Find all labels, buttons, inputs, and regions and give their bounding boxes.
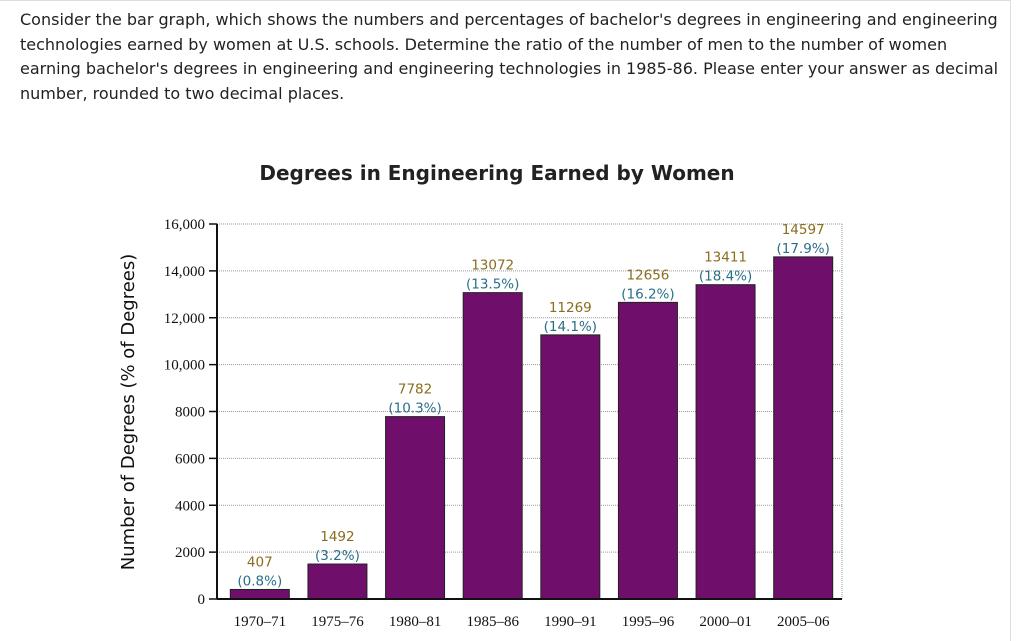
bar-1995–96 <box>617 301 678 600</box>
y-tick-label: 6000 <box>175 451 205 467</box>
question-text: Consider the bar graph, which shows the … <box>20 10 999 103</box>
data-label-value: 14597 <box>782 222 825 238</box>
bar-1980–81 <box>385 416 446 600</box>
data-label-value: 13411 <box>704 250 747 266</box>
x-tick-label: 1970–71 <box>234 614 287 630</box>
x-tick-label: 1990–91 <box>544 614 597 630</box>
data-label-percent: (3.2%) <box>315 548 360 564</box>
y-tick-label: 0 <box>198 592 206 608</box>
y-tick-label: 10,000 <box>164 358 205 374</box>
y-tick-label: 8000 <box>175 405 205 421</box>
x-tick-label: 1975–76 <box>311 614 364 630</box>
data-label-value: 13072 <box>471 258 514 274</box>
data-label-value: 12656 <box>626 267 669 283</box>
y-tick-label: 14,000 <box>164 264 205 280</box>
x-tick-label: 2000–01 <box>699 614 752 630</box>
data-label-value: 7782 <box>398 382 432 398</box>
data-label-percent: (18.4%) <box>699 269 752 285</box>
data-label-percent: (13.5%) <box>466 277 519 293</box>
data-label-value: 1492 <box>320 529 354 545</box>
bar-1990–91 <box>540 334 601 600</box>
x-tick-label: 1985–86 <box>466 614 519 630</box>
data-label-value: 407 <box>247 554 273 570</box>
data-label-percent: (17.9%) <box>776 241 829 257</box>
data-label-value: 11269 <box>549 300 592 316</box>
bar-1975–76 <box>307 563 368 600</box>
y-axis-label: Number of Degrees (% of Degrees) <box>118 254 139 571</box>
data-label-percent: (16.2%) <box>621 286 674 302</box>
x-tick-label: 2005–06 <box>777 614 830 630</box>
y-tick-label: 4000 <box>175 498 205 514</box>
x-tick-label: 1995–96 <box>622 614 675 630</box>
bar-1985–86 <box>462 292 523 600</box>
data-label-percent: (14.1%) <box>544 319 597 335</box>
chart-title: Degrees in Engineering Earned by Women <box>259 161 734 185</box>
bar-1970–71 <box>229 588 290 600</box>
y-tick-label: 12,000 <box>164 311 205 327</box>
y-tick-label: 16,000 <box>164 217 205 233</box>
data-label-percent: (0.8%) <box>237 573 282 589</box>
x-tick-label: 1980–81 <box>389 614 442 630</box>
bar-2000–01 <box>695 284 756 600</box>
bar-2005–06 <box>773 256 834 600</box>
data-label-percent: (10.3%) <box>388 401 441 417</box>
y-tick-label: 2000 <box>175 545 205 561</box>
